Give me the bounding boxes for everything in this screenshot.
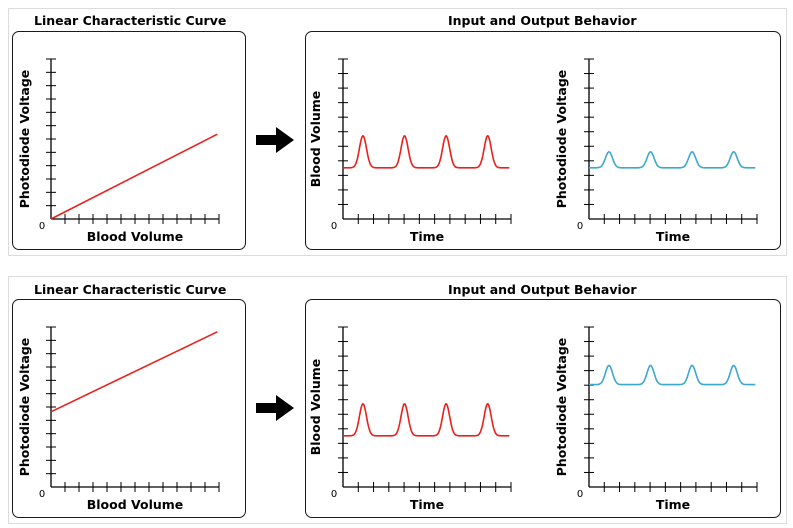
x-axis-label: Time [656, 229, 690, 244]
right-arrow-icon [254, 395, 294, 425]
y-axis-label: Blood Volume [308, 359, 323, 456]
origin-label: 0 [331, 221, 337, 232]
output-signal-plot: 0 Time Photodiode Voltage [554, 58, 758, 244]
y-axis-label: Photodiode Voltage [17, 70, 32, 209]
origin-label: 0 [577, 221, 583, 232]
characteristic-curve-box: 0 Blood Volume Photodiode Voltage [12, 299, 246, 518]
row-1-panel: Linear Characteristic Curve 0 Blood Volum… [8, 8, 787, 256]
x-axis-label: Time [410, 229, 444, 244]
signal-waveform [589, 364, 756, 386]
input-output-box: 0 Time Blood Volume 0 Time Photodiode Voltag… [305, 299, 781, 518]
io-title: Input and Output Behavior [448, 13, 637, 28]
x-axis-label: Blood Volume [87, 497, 184, 512]
signal-waveform [589, 151, 756, 169]
characteristic-curve-box: 0 Blood Volume Photodiode Voltage [12, 31, 246, 250]
right-arrow-icon [254, 127, 294, 157]
curve-title: Linear Characteristic Curve [34, 282, 227, 297]
input-output-box: 0 Time Blood Volume 0 Time Photodiode Voltag… [305, 31, 781, 250]
io-title: Input and Output Behavior [448, 282, 637, 297]
output-signal-plot: 0 Time Photodiode Voltage [554, 326, 758, 512]
signal-waveform [343, 134, 510, 169]
origin-label: 0 [331, 489, 337, 500]
y-axis-label: Blood Volume [308, 91, 323, 188]
curve-title: Linear Characteristic Curve [34, 13, 227, 28]
x-axis-label: Time [410, 497, 444, 512]
x-axis-label: Time [656, 497, 690, 512]
origin-label: 0 [39, 221, 45, 232]
origin-label: 0 [577, 489, 583, 500]
x-axis-label: Blood Volume [87, 229, 184, 244]
y-axis-label: Photodiode Voltage [554, 70, 569, 209]
y-axis-label: Photodiode Voltage [17, 338, 32, 477]
input-signal-plot: 0 Time Blood Volume [308, 58, 512, 244]
characteristic-line [50, 133, 218, 220]
characteristic-curve-plot: 0 Blood Volume Photodiode Voltage [17, 326, 220, 512]
origin-label: 0 [39, 489, 45, 500]
input-signal-plot: 0 Time Blood Volume [308, 326, 512, 512]
characteristic-line [50, 331, 218, 413]
y-axis-label: Photodiode Voltage [554, 338, 569, 477]
signal-waveform [343, 402, 510, 437]
row-2-panel: Linear Characteristic Curve 0 Blood Volum… [8, 276, 787, 524]
characteristic-curve-plot: 0 Blood Volume Photodiode Voltage [17, 58, 220, 244]
